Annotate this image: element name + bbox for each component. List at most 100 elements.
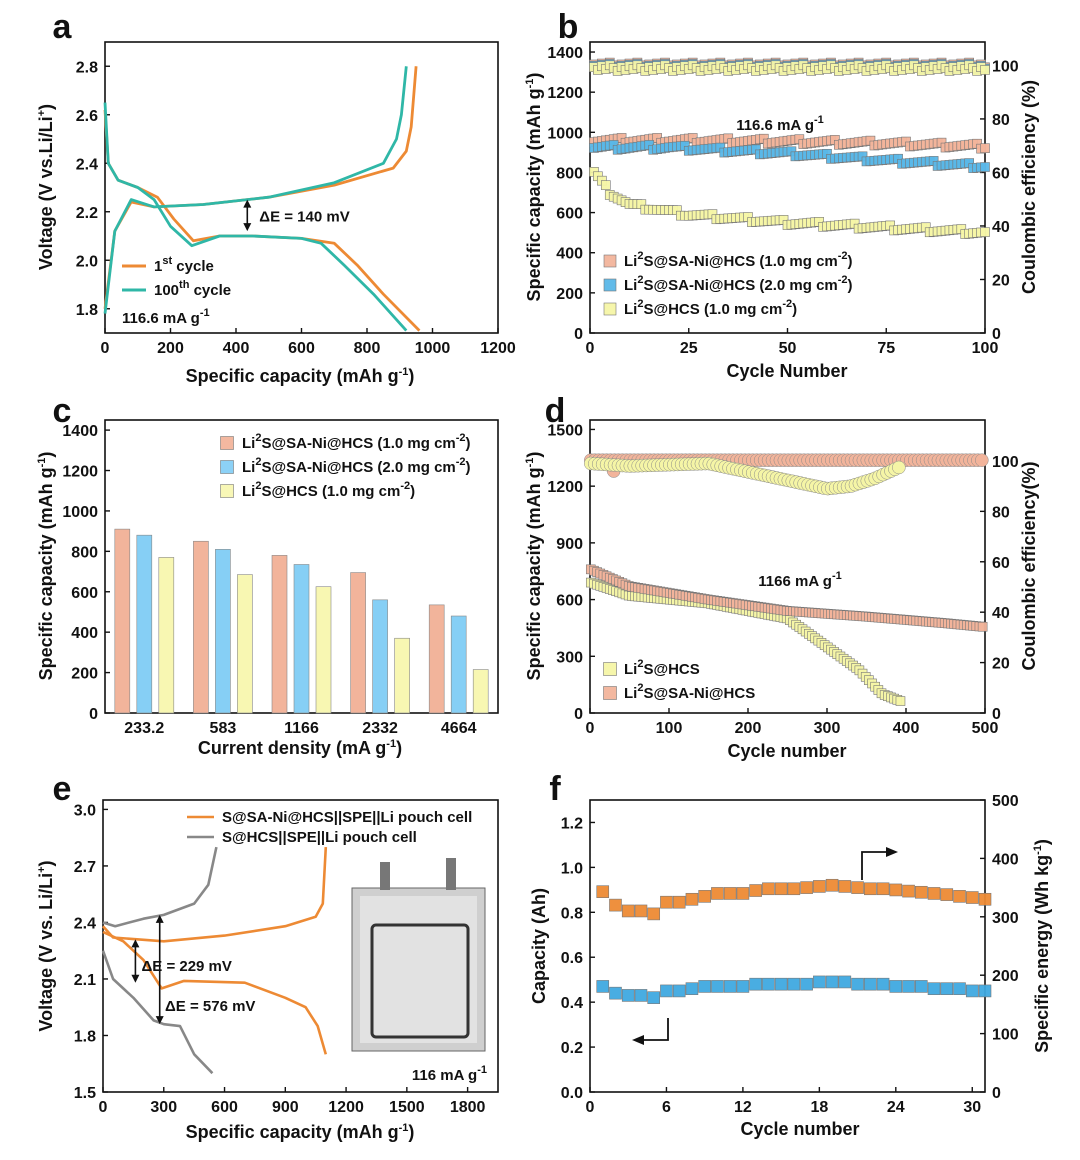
panel-d-y2tick-label: 0 — [992, 706, 1001, 723]
panel-b-xtick-label: 25 — [680, 340, 698, 357]
pouch-cell-photo-sheen — [360, 896, 477, 1043]
panel-f-point-energy — [723, 887, 737, 900]
panel-b-ytick-label: 600 — [556, 206, 583, 223]
panel-d-ytick-label: 0 — [574, 706, 583, 723]
panel-b-ytick-label: 0 — [574, 326, 583, 343]
panel-c-bar — [114, 528, 131, 714]
pouch-cell-photo-frame — [370, 923, 470, 1039]
panel-c-ytick-label: 1400 — [62, 423, 98, 440]
panel-f-point-capacity — [634, 989, 648, 1002]
panel-c-bar — [271, 555, 288, 714]
panel-c-legend-label-1: Li2S@SA-Ni@HCS (2.0 mg cm-2) — [242, 456, 471, 476]
panel-d-xtick-label: 0 — [586, 720, 595, 737]
panel-f-y2tick-label: 0 — [992, 1085, 1001, 1102]
panel-b-rate-label: 116.6 mA g-1 — [736, 114, 824, 134]
panel-f-point-capacity — [736, 980, 750, 993]
panel-d-legend-swatch-1 — [603, 686, 617, 700]
panel-e-frame — [102, 799, 499, 1093]
panel-b-legend-label-2: Li2S@HCS (1.0 mg cm-2) — [624, 298, 797, 318]
panel-d-ytick-label: 1500 — [547, 422, 583, 439]
panel-a-legend-label-0: 1st cycle — [154, 255, 214, 275]
panel-e-delta-arrow-1-head-top — [131, 939, 140, 948]
panel-f-point-energy — [940, 888, 954, 901]
panel-f-point-energy — [825, 878, 839, 892]
panel-a-xtick-label: 1200 — [480, 340, 516, 357]
panel-a-delta-arrow-head-bottom — [243, 223, 252, 232]
panel-f-point-capacity — [914, 980, 928, 993]
panel-b-y2label: Coulombic efficiency (%) — [1019, 80, 1039, 294]
panel-c-ylabel: Specific capacity (mAh g-1) — [36, 452, 56, 681]
panel-f-point-energy — [800, 881, 813, 894]
panel-a-discharge-curve-1 — [103, 102, 408, 332]
panel-e-rate-label: 116 mA g-1 — [412, 1064, 487, 1084]
panel-a-xtick-label: 800 — [354, 340, 381, 357]
panel-f-point-energy — [647, 907, 661, 921]
panel-f-point-energy — [621, 904, 635, 918]
panel-e-ytick-label: 2.7 — [74, 859, 96, 876]
panel-f-point-capacity — [672, 984, 686, 998]
panel-b-y2tick-label: 60 — [992, 165, 1010, 182]
panel-a-ytick-label: 1.8 — [76, 302, 98, 319]
panel-c-ytick-label: 600 — [71, 585, 98, 602]
panel-f-point-capacity — [609, 986, 622, 1000]
panel-e-ytick-label: 1.8 — [74, 1028, 96, 1045]
panel-b-capacity-point — [980, 227, 990, 237]
panel-f-point-capacity — [660, 984, 673, 998]
panel-f-ytick-label: 1.2 — [561, 815, 583, 832]
panel-b-label: b — [558, 8, 579, 46]
panel-e-xtick-label: 600 — [211, 1099, 238, 1116]
panel-b-ytick-label: 1200 — [547, 85, 583, 102]
panel-f-point-energy — [711, 887, 724, 900]
panel-f-point-energy — [609, 898, 622, 912]
panel-d-y2tick-label: 20 — [992, 656, 1010, 673]
panel-f-point-capacity — [978, 984, 992, 998]
panel-f-ylabel: Capacity (Ah) — [529, 888, 549, 1004]
panel-f-point-energy — [864, 882, 877, 896]
pouch-cell-tab-right — [446, 858, 456, 890]
panel-a-charge-curve-1 — [103, 66, 408, 314]
panel-e-delta-label-2: ΔE = 576 mV — [165, 998, 255, 1015]
panel-f-point-capacity — [851, 977, 864, 991]
panel-f-point-capacity — [647, 991, 661, 1004]
panel-f-point-energy — [749, 884, 762, 897]
panel-b-ytick-label: 200 — [556, 286, 583, 303]
panel-f-point-capacity — [787, 977, 801, 991]
panel-f-point-capacity — [940, 982, 954, 995]
panel-d-xtick-label: 100 — [656, 720, 683, 737]
panel-f-point-energy — [787, 882, 801, 896]
panel-d-capacity-point — [895, 696, 906, 706]
panel-d-label: d — [545, 392, 566, 430]
panel-f-point-capacity — [685, 982, 699, 995]
panel-c-legend-swatch-0 — [220, 436, 234, 450]
panel-d-ytick-label: 1200 — [547, 479, 583, 496]
panel-c-legend-swatch-1 — [220, 460, 234, 474]
panel-a-ytick-label: 2.2 — [76, 205, 98, 222]
panel-d-legend-label-0: Li2S@HCS — [624, 658, 700, 678]
panel-c-bar — [193, 540, 209, 714]
panel-f-point-energy — [902, 884, 915, 898]
panel-b-y2tick-label: 20 — [992, 272, 1010, 289]
panel-f-point-capacity — [825, 975, 839, 989]
panel-a-delta-arrow-head-top — [243, 199, 252, 208]
panel-c-bar — [293, 564, 310, 714]
panel-b-capacity-point — [600, 180, 611, 190]
panel-f-point-capacity — [953, 982, 966, 995]
panel-b-y2tick-label: 40 — [992, 219, 1010, 236]
panel-c-ytick-label: 800 — [71, 544, 98, 561]
panel-c-bar — [394, 637, 410, 714]
panel-f-y2tick-label: 200 — [992, 968, 1019, 985]
panel-d-ylabel: Specific capacity (mAh g-1) — [524, 452, 544, 681]
panel-d-y2tick-label: 80 — [992, 504, 1010, 521]
panel-d-legend-swatch-0 — [603, 662, 617, 676]
panel-f-frame — [589, 799, 986, 1093]
panel-f-right-axis-arrowhead — [886, 847, 898, 857]
panel-c-bar — [428, 604, 445, 714]
panel-a-ytick-label: 2.6 — [76, 108, 98, 125]
panel-e-ylabel: Voltage (V vs. Li/Li+) — [36, 860, 56, 1031]
panel-c-legend-swatch-2 — [220, 484, 234, 498]
panel-e-xtick-label: 0 — [99, 1099, 108, 1116]
panel-f-point-capacity — [596, 980, 610, 993]
panel-f-point-capacity — [711, 980, 724, 993]
panel-d-xlabel: Cycle number — [727, 741, 846, 761]
panel-d-ce-point — [892, 460, 906, 475]
